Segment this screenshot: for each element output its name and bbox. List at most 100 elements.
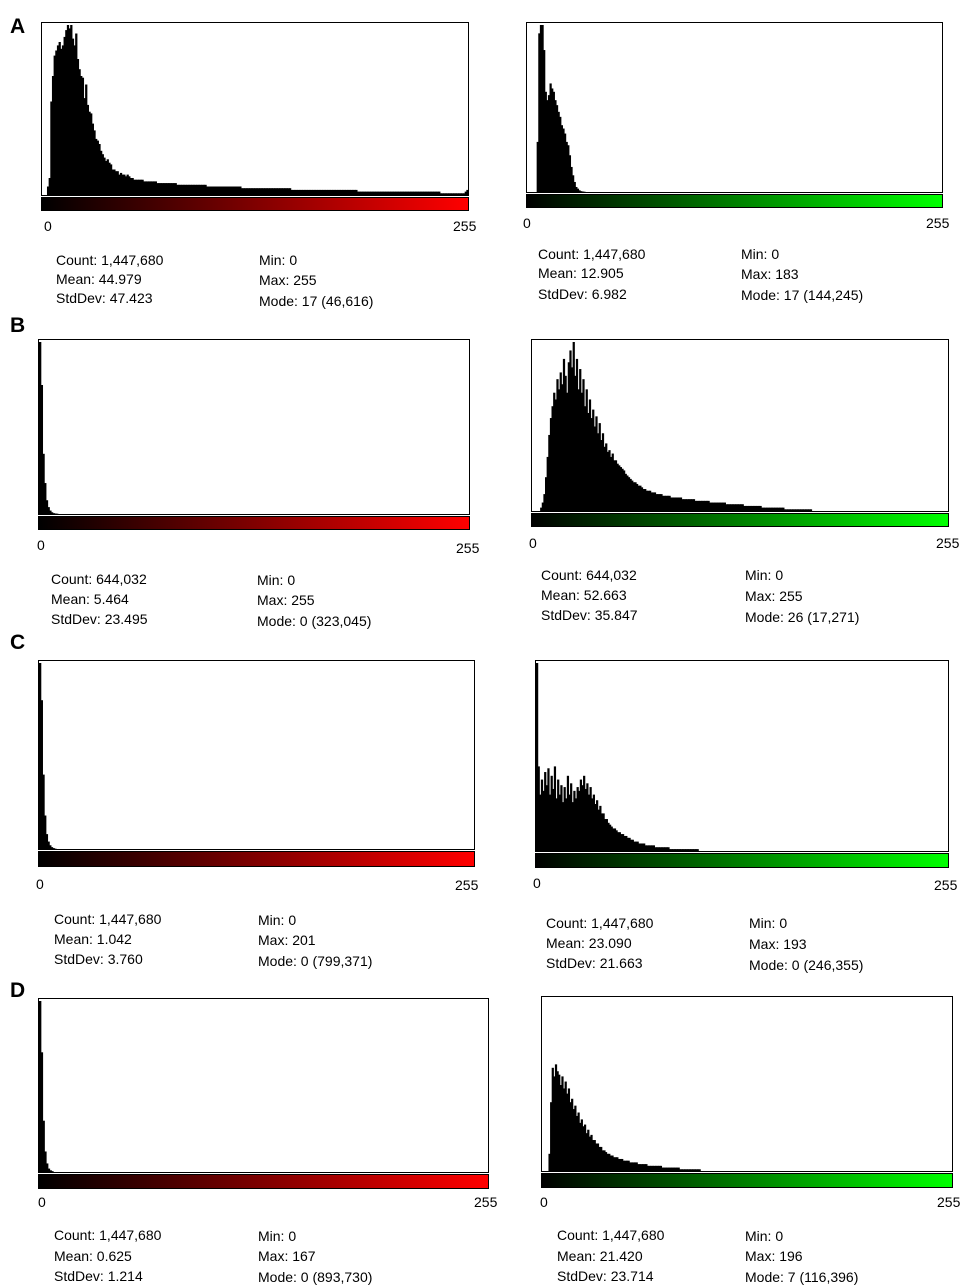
histogram-bar [587, 412, 590, 511]
histogram-bar [186, 184, 189, 195]
histogram-bar [631, 839, 634, 851]
histogram-bar [400, 191, 403, 195]
histogram-bar [395, 191, 398, 195]
histogram-bar [70, 25, 73, 195]
histogram-bar [164, 183, 167, 195]
histogram-bar [240, 188, 244, 195]
histogram-bar [571, 802, 574, 851]
histogram-bar [212, 186, 215, 195]
histogram-bar [675, 497, 678, 511]
histogram-bar [269, 188, 272, 195]
stat-min: Min: 0 [741, 246, 780, 262]
histogram-bar [632, 1162, 635, 1171]
histogram-bar [586, 783, 589, 851]
histogram-bar [413, 191, 416, 195]
histogram-bar [63, 36, 66, 195]
histogram-bar [605, 443, 608, 511]
histogram-bar [608, 824, 612, 851]
histogram-bar [61, 45, 65, 195]
histogram-bar [599, 805, 602, 851]
histogram-bar [254, 188, 257, 195]
histogram-bar [363, 191, 366, 195]
stat-mean: Mean: 23.090 [546, 935, 632, 951]
histogram-bar [623, 835, 626, 851]
stat-stddev: StdDev: 23.495 [51, 611, 148, 627]
histogram-bar [631, 480, 634, 511]
histogram-bar [234, 186, 237, 195]
histogram-bar [792, 509, 795, 511]
histogram-bar [595, 416, 598, 511]
histogram-bar [618, 465, 621, 511]
histogram-bar [421, 191, 424, 195]
histogram-bar [593, 426, 596, 511]
histogram-bar [709, 502, 712, 511]
histogram-bar [536, 663, 539, 851]
histogram-bar [736, 504, 739, 511]
histogram-bar [600, 1146, 603, 1171]
histogram-bar [606, 1153, 609, 1171]
histogram-bar [717, 502, 720, 511]
histogram-bar [665, 847, 668, 851]
histogram-bar [610, 456, 613, 511]
histogram-bar [615, 830, 618, 851]
histogram-bar [151, 181, 154, 195]
histogram-bar [562, 358, 566, 511]
histogram-bar [636, 483, 639, 511]
stat-max: Max: 193 [749, 936, 807, 952]
histogram-bar [613, 828, 617, 851]
histogram-bar [670, 849, 673, 851]
histogram-bar [556, 1071, 559, 1171]
histogram-bar [342, 189, 345, 195]
histogram-bar [282, 188, 285, 195]
stat-mode: Mode: 0 (246,355) [749, 957, 864, 973]
histogram-bar [777, 507, 780, 511]
histogram-bar [149, 181, 152, 195]
histogram-bar [365, 191, 368, 195]
histogram-bar [678, 849, 681, 851]
histogram-bar [767, 507, 770, 511]
histogram-bar [219, 186, 222, 195]
histogram-bar [598, 1146, 601, 1171]
histogram-bar [645, 1164, 648, 1171]
histogram-bar [158, 183, 161, 195]
histogram-bar [39, 1001, 42, 1172]
histogram-bar [46, 1163, 49, 1172]
histogram-bar [612, 828, 615, 851]
histogram-bar [574, 798, 578, 851]
histogram-bar [40, 385, 44, 514]
histogram-bar [723, 502, 726, 511]
histogram-bar [570, 783, 573, 851]
histogram-bar [596, 800, 599, 851]
histogram-bar [143, 181, 146, 195]
histogram-bar [40, 1052, 44, 1172]
histogram-bar [648, 1165, 651, 1171]
histogram-bar [68, 28, 71, 195]
histogram-bar [677, 849, 680, 851]
histogram-bar [644, 489, 647, 511]
histogram-bar [355, 189, 358, 195]
histogram-bar [672, 1167, 675, 1171]
histogram-bar [675, 1167, 679, 1171]
histogram-bar [545, 477, 548, 511]
histogram-bar [270, 188, 274, 195]
histogram-bar [332, 189, 335, 195]
histogram-bar [196, 184, 199, 195]
histogram-bar [47, 1168, 51, 1172]
histogram-bar [808, 509, 811, 511]
histogram-bar [262, 188, 265, 195]
histogram-bar [696, 500, 699, 511]
histogram-bar [139, 179, 143, 195]
histogram-bar [674, 1167, 677, 1171]
histogram-bar [561, 1076, 564, 1171]
histogram-bar [368, 191, 371, 195]
histogram-bar [177, 184, 181, 195]
histogram-bar [76, 59, 80, 195]
histogram-bar [65, 30, 68, 195]
histogram-d-green [541, 996, 953, 1172]
lut-bar-d-red [38, 1174, 489, 1189]
histogram-bar [52, 848, 55, 849]
histogram-bar [788, 509, 791, 511]
histogram-bar [252, 188, 255, 195]
histogram-bar [761, 507, 764, 511]
histogram-bar [650, 492, 653, 511]
